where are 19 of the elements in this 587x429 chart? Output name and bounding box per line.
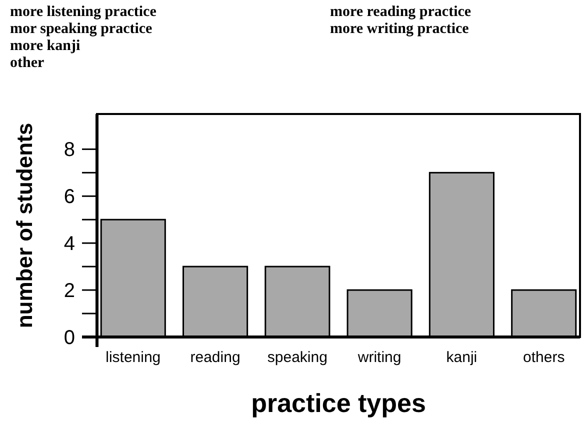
y-tick-label: 6 — [64, 186, 75, 208]
y-axis-title: number of students — [12, 122, 37, 328]
text: mor speaking practice — [10, 21, 153, 37]
x-tick-label: reading — [190, 349, 240, 366]
y-tick-label: 2 — [64, 280, 75, 302]
text: other — [10, 55, 44, 71]
y-tick-label: 8 — [64, 139, 75, 162]
x-tick-label: kanji — [446, 349, 478, 366]
y-tick-label: 0 — [64, 327, 75, 349]
text: more writing practice — [330, 21, 470, 37]
text: more listening practice — [10, 4, 157, 20]
x-tick-label: writing — [356, 349, 402, 366]
y-tick-label: 4 — [64, 233, 75, 256]
text: more kanji — [10, 38, 80, 54]
x-tick-label: listening — [106, 349, 161, 366]
x-tick-label: speaking — [267, 349, 328, 366]
x-axis-title: practice types — [251, 388, 426, 418]
text: more reading practice — [330, 4, 472, 20]
x-tick-label: others — [523, 349, 565, 366]
